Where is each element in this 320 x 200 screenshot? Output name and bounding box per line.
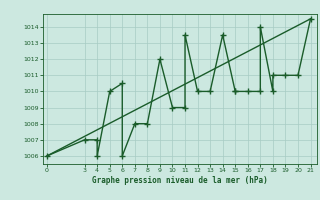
X-axis label: Graphe pression niveau de la mer (hPa): Graphe pression niveau de la mer (hPa) (92, 176, 268, 185)
